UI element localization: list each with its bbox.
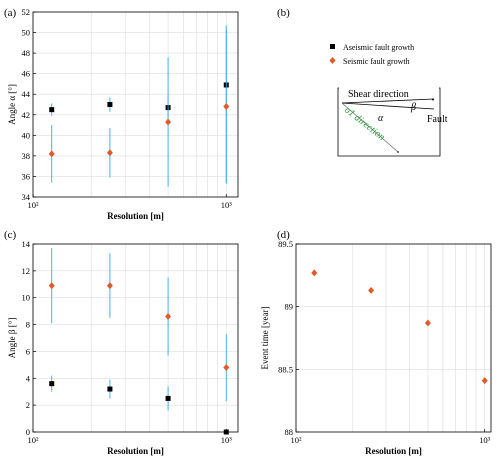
sigma-end-dot xyxy=(397,151,399,153)
x-tick-label: 10³ xyxy=(221,435,233,445)
seismic-point xyxy=(223,364,230,372)
x-axis-label: Resolution [m] xyxy=(107,211,164,221)
beta-label: β xyxy=(410,102,416,113)
legend-seismic-label: Seismic fault growth xyxy=(343,57,410,66)
seismic-point xyxy=(481,377,488,385)
axes-frame xyxy=(295,243,492,433)
legend-seismic-marker xyxy=(329,57,336,64)
y-tick-label: 36 xyxy=(22,171,31,181)
seismic-point xyxy=(48,282,55,290)
y-tick-label: 34 xyxy=(22,192,31,202)
x-tick-label: 10² xyxy=(27,200,39,210)
y-tick-label: 14 xyxy=(22,239,31,249)
x-tick-label: 10² xyxy=(290,435,302,445)
y-tick-label: 40 xyxy=(22,130,31,140)
y-tick-label: 8 xyxy=(26,320,30,330)
y-tick-label: 89.5 xyxy=(278,239,293,249)
seismic-point xyxy=(223,103,230,111)
seismic-point xyxy=(368,286,375,294)
axes-frame xyxy=(32,11,239,198)
seismic-point xyxy=(48,150,55,158)
sigma-line xyxy=(341,102,399,153)
x-tick-label: 10³ xyxy=(479,435,491,445)
x-axis-label: Resolution [m] xyxy=(107,446,164,456)
seismic-point xyxy=(106,282,113,290)
x-tick-label: 10³ xyxy=(221,200,233,210)
axes-frame xyxy=(32,243,239,433)
aseismic-point xyxy=(107,386,113,392)
alpha-label: α xyxy=(378,113,384,124)
fault-line xyxy=(341,102,435,110)
y-tick-label: 42 xyxy=(22,110,31,120)
x-axis-label: Resolution [m] xyxy=(365,446,422,456)
y-tick-label: 38 xyxy=(22,151,31,161)
y-tick-label: 88.5 xyxy=(278,364,293,374)
seismic-point xyxy=(165,118,172,126)
panel-label-d: (d) xyxy=(277,229,290,241)
y-axis-label: Event time [year] xyxy=(260,307,270,370)
y-axis-label: Angle β [°] xyxy=(7,318,17,359)
y-tick-label: 12 xyxy=(22,266,31,276)
shear-line xyxy=(341,98,435,104)
y-tick-label: 52 xyxy=(22,7,31,17)
aseismic-point xyxy=(165,395,171,401)
y-axis-label: Angle α [°] xyxy=(7,84,17,125)
chart-c: 0 2 4 6 8 10 12 14 10² 10³ Resolution [m] Angle β [… xyxy=(7,239,239,456)
panel-label-b: (b) xyxy=(277,7,290,19)
legend: Aseismic fault growth Seismic fault grow… xyxy=(329,43,414,66)
fault-diagram: Shear direction α β Fault σ1 direction xyxy=(337,87,448,157)
legend-aseismic-label: Aseismic fault growth xyxy=(343,43,414,52)
y-tick-label: 10 xyxy=(22,293,31,303)
seismic-point xyxy=(311,269,318,277)
y-tick-label: 48 xyxy=(22,48,31,58)
panel-label-c: (c) xyxy=(4,229,17,241)
y-tick-label: 89 xyxy=(285,302,294,312)
y-tick-label: 46 xyxy=(22,69,31,79)
fault-label: Fault xyxy=(427,114,448,125)
seismic-point xyxy=(106,149,113,157)
aseismic-point xyxy=(107,102,113,107)
chart-d: 88 88.5 89 89.5 10² 10³ Resolution [m] Event ti… xyxy=(260,239,492,456)
seismic-point xyxy=(165,313,172,321)
y-tick-label: 4 xyxy=(26,373,31,383)
aseismic-point xyxy=(223,429,229,435)
y-tick-label: 0 xyxy=(26,427,30,437)
panel-label-a: (a) xyxy=(4,7,17,19)
aseismic-point xyxy=(49,107,55,113)
shear-end-dot xyxy=(432,98,434,101)
x-tick-label: 10² xyxy=(27,435,39,445)
chart-a: 34 36 38 40 42 44 46 48 50 52 10² 10³ Resolution [m]… xyxy=(7,7,239,221)
diagram-frame-gap xyxy=(339,87,439,97)
y-tick-label: 50 xyxy=(22,28,31,38)
legend-aseismic-marker xyxy=(330,44,335,49)
shear-direction-label: Shear direction xyxy=(348,89,409,100)
aseismic-point xyxy=(49,381,55,387)
seismic-point xyxy=(424,319,431,327)
y-tick-label: 2 xyxy=(26,400,30,410)
y-tick-label: 88 xyxy=(285,427,294,437)
y-tick-label: 6 xyxy=(26,346,30,356)
y-tick-label: 44 xyxy=(22,89,31,99)
